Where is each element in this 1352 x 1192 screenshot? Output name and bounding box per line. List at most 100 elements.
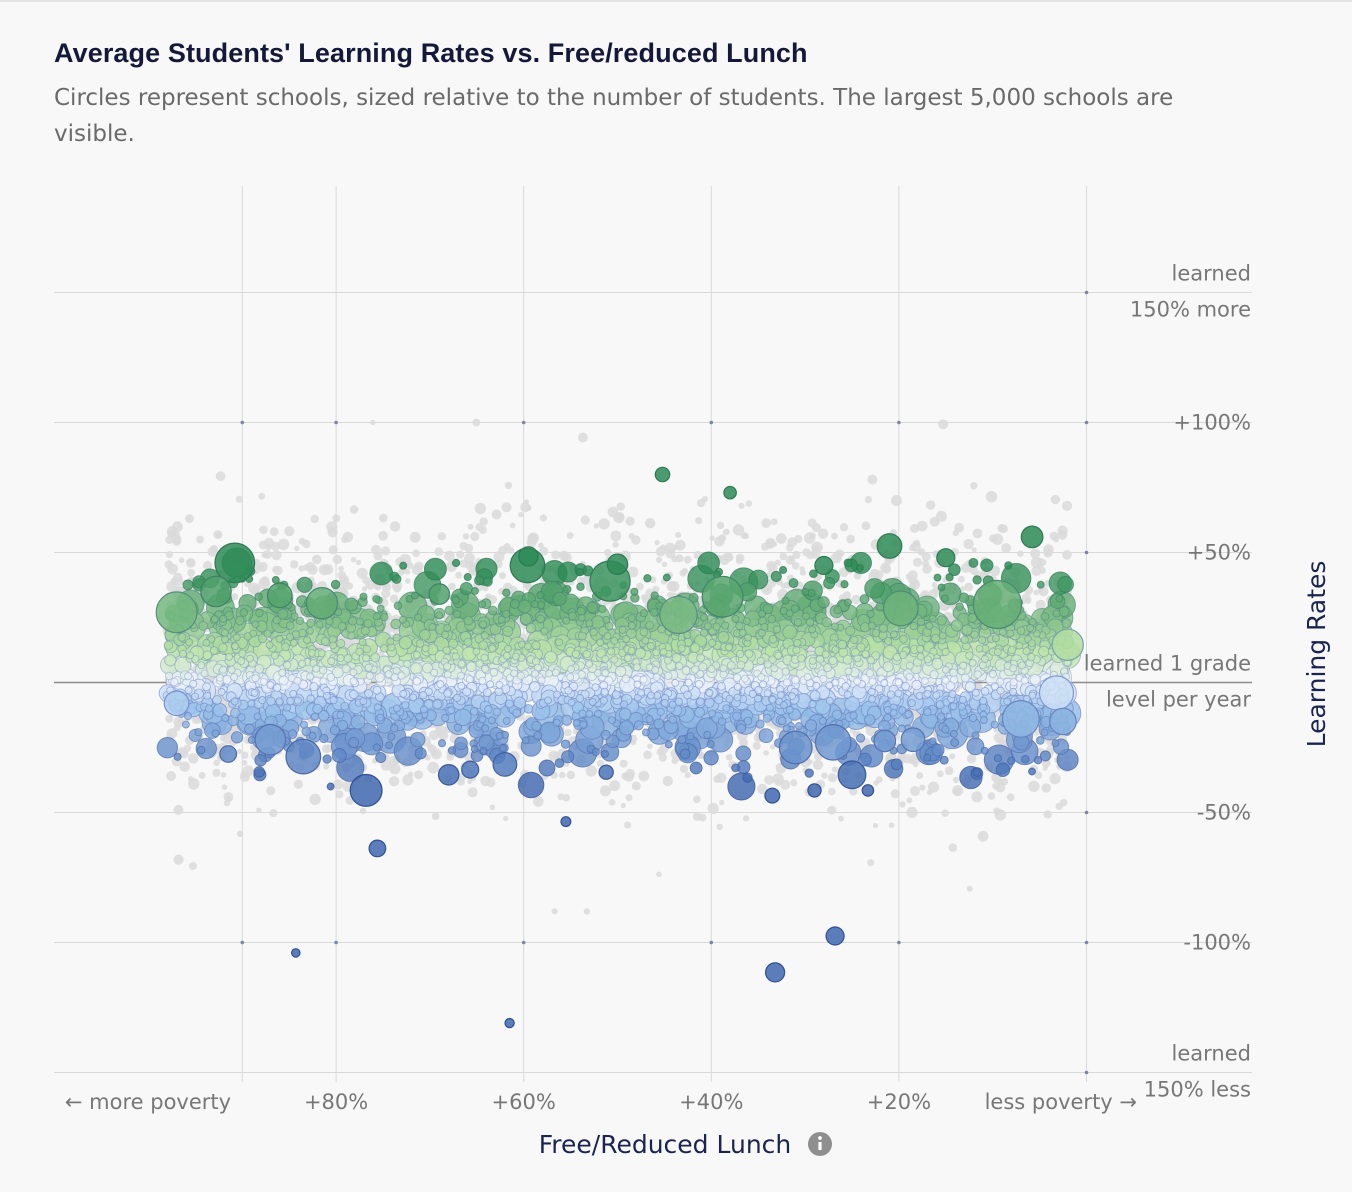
- background-point: [656, 556, 663, 564]
- school-point: [681, 666, 691, 675]
- school-point: [859, 594, 870, 605]
- school-point: [929, 669, 939, 680]
- school-point: [364, 689, 374, 699]
- background-point: [770, 518, 778, 526]
- background-point: [612, 541, 619, 548]
- school-point: [344, 597, 359, 612]
- background-point: [507, 547, 515, 554]
- school-point: [614, 665, 627, 678]
- background-point: [457, 778, 465, 786]
- school-point: [529, 681, 541, 693]
- grid-node: [897, 940, 901, 945]
- background-point: [888, 822, 895, 828]
- background-point: [742, 815, 750, 822]
- school-point: [694, 706, 705, 718]
- background-point: [811, 549, 821, 559]
- school-point: [277, 608, 289, 620]
- background-point: [406, 562, 414, 569]
- background-point: [491, 509, 502, 520]
- school-point: [698, 662, 708, 672]
- background-point: [166, 728, 178, 739]
- background-point: [173, 804, 184, 815]
- background-point: [960, 586, 966, 592]
- school-point: [462, 687, 472, 697]
- school-point: [856, 733, 866, 743]
- school-point: [414, 747, 427, 760]
- background-point: [459, 541, 468, 551]
- school-point: [254, 664, 265, 674]
- background-point: [179, 761, 190, 773]
- background-point: [559, 771, 566, 779]
- school-point: [375, 751, 387, 764]
- background-point: [952, 530, 959, 537]
- school-point: [330, 579, 341, 590]
- school-point: [164, 654, 177, 667]
- background-point: [675, 532, 682, 538]
- school-point: [465, 661, 477, 673]
- school-point: [306, 618, 316, 628]
- school-point: [1057, 576, 1074, 593]
- school-point: [278, 675, 289, 686]
- background-point: [389, 763, 401, 775]
- school-point: [444, 605, 454, 615]
- background-point: [809, 532, 816, 539]
- background-point: [409, 531, 421, 543]
- school-point: [296, 576, 313, 593]
- background-point: [693, 795, 701, 804]
- school-point: [980, 558, 994, 572]
- background-point: [738, 502, 745, 509]
- background-point: [616, 502, 626, 511]
- background-point: [912, 761, 919, 768]
- background-point: [827, 805, 837, 815]
- school-point: [864, 714, 876, 726]
- background-point: [298, 537, 306, 545]
- school-point: [744, 649, 754, 659]
- background-point: [884, 557, 892, 565]
- background-point: [770, 744, 776, 750]
- school-point: [958, 592, 970, 603]
- school-point: [360, 626, 370, 636]
- background-point: [925, 500, 936, 510]
- school-point: [618, 720, 635, 736]
- school-point: [828, 655, 838, 666]
- school-point: [163, 640, 174, 651]
- background-point: [987, 792, 996, 800]
- background-point: [1042, 765, 1048, 771]
- background-point: [745, 500, 753, 507]
- background-point: [248, 582, 260, 595]
- background-point: [212, 768, 221, 777]
- background-point: [625, 794, 633, 802]
- background-point: [861, 521, 871, 531]
- background-point: [196, 535, 204, 544]
- school-point: [372, 685, 382, 695]
- background-point: [701, 496, 709, 503]
- background-point: [610, 530, 622, 542]
- school-point: [230, 707, 241, 719]
- school-point: [478, 640, 489, 651]
- school-point: [890, 758, 903, 771]
- school-point: [950, 738, 960, 748]
- school-point: [561, 714, 573, 726]
- background-point: [995, 782, 1006, 793]
- background-point: [338, 565, 344, 572]
- background-point: [761, 518, 772, 528]
- grid-node: [334, 940, 338, 945]
- school-point: [960, 673, 970, 683]
- school-point: [348, 736, 360, 748]
- grid-node: [1084, 940, 1089, 945]
- background-point: [266, 786, 276, 796]
- background-point: [1036, 562, 1044, 569]
- background-point: [872, 822, 879, 829]
- background-point: [332, 554, 343, 565]
- school-point: [748, 569, 769, 590]
- background-point: [909, 544, 916, 552]
- background-point: [350, 557, 357, 563]
- school-point: [995, 762, 1011, 777]
- school-point: [287, 729, 298, 739]
- school-point: [758, 728, 774, 744]
- school-point: [586, 601, 599, 614]
- school-point: [523, 704, 534, 714]
- school-point: [370, 652, 381, 663]
- background-point: [828, 787, 836, 796]
- background-point: [479, 517, 488, 526]
